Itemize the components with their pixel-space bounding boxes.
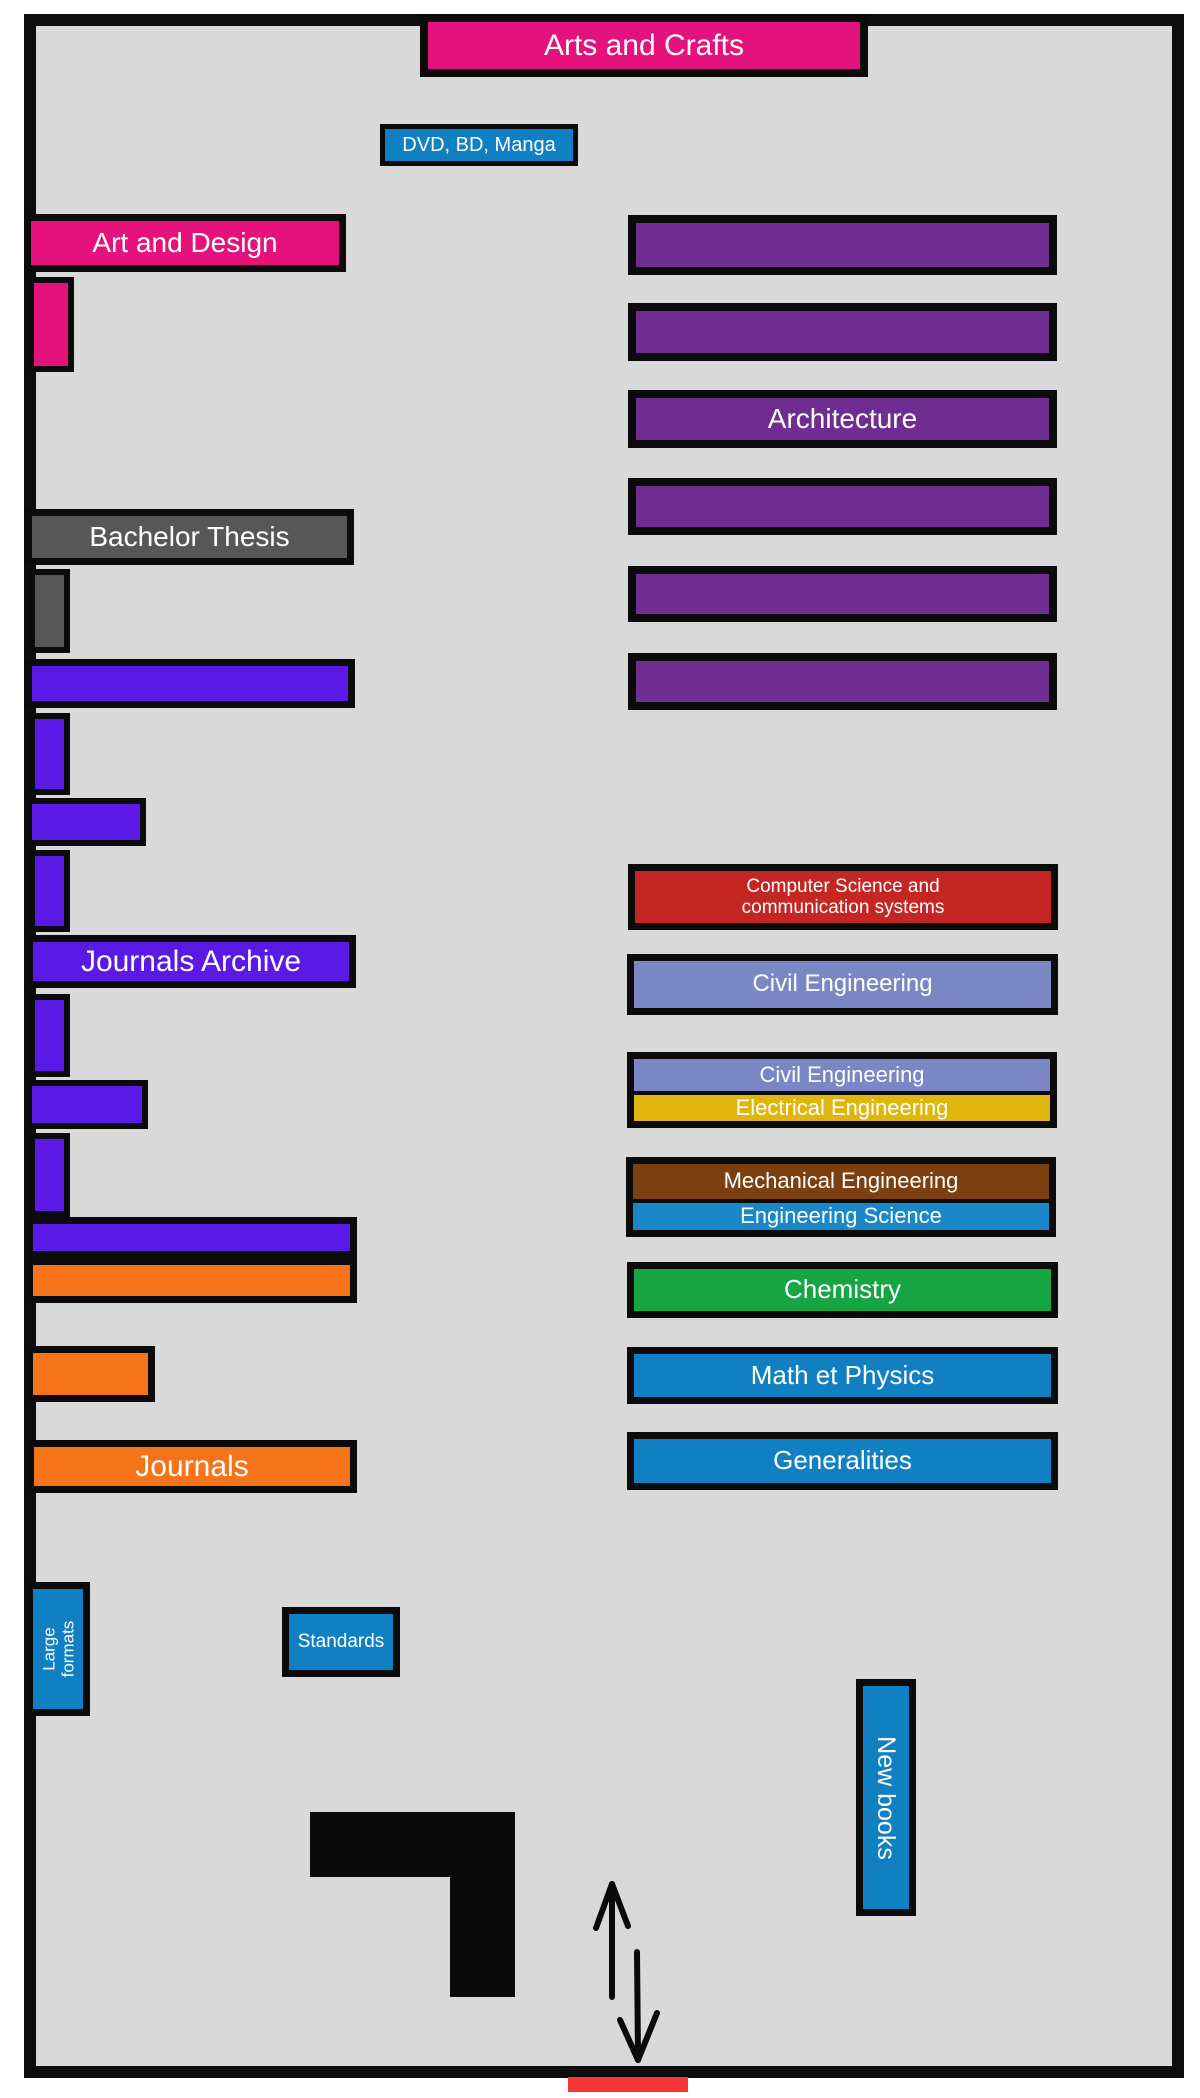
section-architecture: Architecture [628, 390, 1057, 448]
bachelor-thesis-shelf [29, 569, 70, 653]
journals-archive-shelf-5 [26, 1080, 148, 1129]
journals-archive-shelf-6 [29, 1133, 70, 1217]
architecture-shelf-3 [628, 478, 1057, 535]
section-label: Large formats [38, 1620, 77, 1678]
architecture-shelf-4 [628, 566, 1057, 622]
section-label-line2: communication systems [741, 897, 945, 918]
section-mechanical-engineering: Mechanical Engineering [633, 1164, 1049, 1199]
section-label: Arts and Crafts [543, 28, 745, 62]
journals-archive-shelf-1 [29, 713, 70, 795]
direction-arrows-icon [593, 1881, 660, 2063]
section-label: Journals Archive [80, 944, 302, 978]
section-large-formats: Large formats [26, 1582, 90, 1716]
section-label: Journals [135, 1449, 249, 1483]
section-label: Bachelor Thesis [89, 521, 290, 553]
architecture-shelf-2 [628, 303, 1057, 361]
architecture-shelf-5 [628, 653, 1057, 710]
interior-wall-vertical [450, 1812, 515, 1997]
down-arrow-head-right [635, 2010, 660, 2063]
section-bachelor-thesis: Bachelor Thesis [25, 509, 354, 565]
section-label: Math et Physics [750, 1359, 935, 1390]
architecture-shelf-1 [628, 215, 1057, 275]
journals-archive-shelf-3 [29, 850, 70, 932]
section-computer-science: Computer Science and communication syste… [628, 864, 1058, 930]
section-label: Mechanical Engineering [723, 1168, 959, 1193]
section-journals: Journals [27, 1440, 357, 1493]
mechanical-science-block: Mechanical Engineering Engineering Scien… [626, 1157, 1056, 1237]
section-arts-and-crafts: Arts and Crafts [420, 14, 868, 77]
section-label: Chemistry [783, 1274, 901, 1305]
section-civil-engineering-lower: Civil Engineering [634, 1059, 1050, 1092]
section-new-books: New books [856, 1679, 916, 1916]
journals-archive-shelf-4 [29, 994, 70, 1077]
section-label: Architecture [767, 403, 918, 435]
divider [634, 1091, 1050, 1096]
section-label: Art and Design [92, 227, 278, 259]
art-design-shelf [28, 277, 74, 372]
section-electrical-engineering: Electrical Engineering [634, 1095, 1050, 1121]
divider [633, 1198, 1049, 1203]
civil-electrical-block: Civil Engineering Electrical Engineering [627, 1052, 1057, 1128]
section-engineering-science: Engineering Science [633, 1202, 1049, 1230]
section-label: Engineering Science [740, 1203, 942, 1228]
journals-archive-shelf-bottom [26, 1217, 357, 1258]
section-generalities: Generalities [627, 1432, 1058, 1490]
section-dvd-bd-manga: DVD, BD, Manga [380, 124, 578, 166]
journals-archive-shelf-top [25, 659, 355, 708]
section-chemistry: Chemistry [627, 1262, 1058, 1318]
section-label: Electrical Engineering [735, 1094, 949, 1120]
section-label: New books [872, 1735, 901, 1860]
down-arrow-head-left [617, 2017, 641, 2063]
section-label: DVD, BD, Manga [402, 133, 556, 156]
section-label: Civil Engineering [759, 1061, 925, 1087]
up-arrow-head-right [609, 1881, 631, 1929]
section-label: Generalities [773, 1445, 912, 1476]
section-label-line1: Computer Science and [746, 875, 940, 897]
down-arrow-shaft [634, 1949, 641, 2059]
up-arrow-head-left [593, 1881, 615, 1931]
section-math-physics: Math et Physics [627, 1347, 1058, 1404]
section-standards: Standards [282, 1607, 400, 1677]
section-journals-archive: Journals Archive [26, 935, 356, 988]
journals-shelf-small [26, 1346, 155, 1402]
entrance-marker [568, 2077, 688, 2092]
journals-shelf-top [26, 1258, 357, 1303]
journals-archive-shelf-2 [26, 798, 146, 846]
section-civil-engineering-upper: Civil Engineering [627, 954, 1058, 1015]
section-label: Standards [297, 1631, 385, 1653]
section-art-and-design: Art and Design [24, 214, 346, 272]
section-label: Civil Engineering [752, 970, 933, 998]
